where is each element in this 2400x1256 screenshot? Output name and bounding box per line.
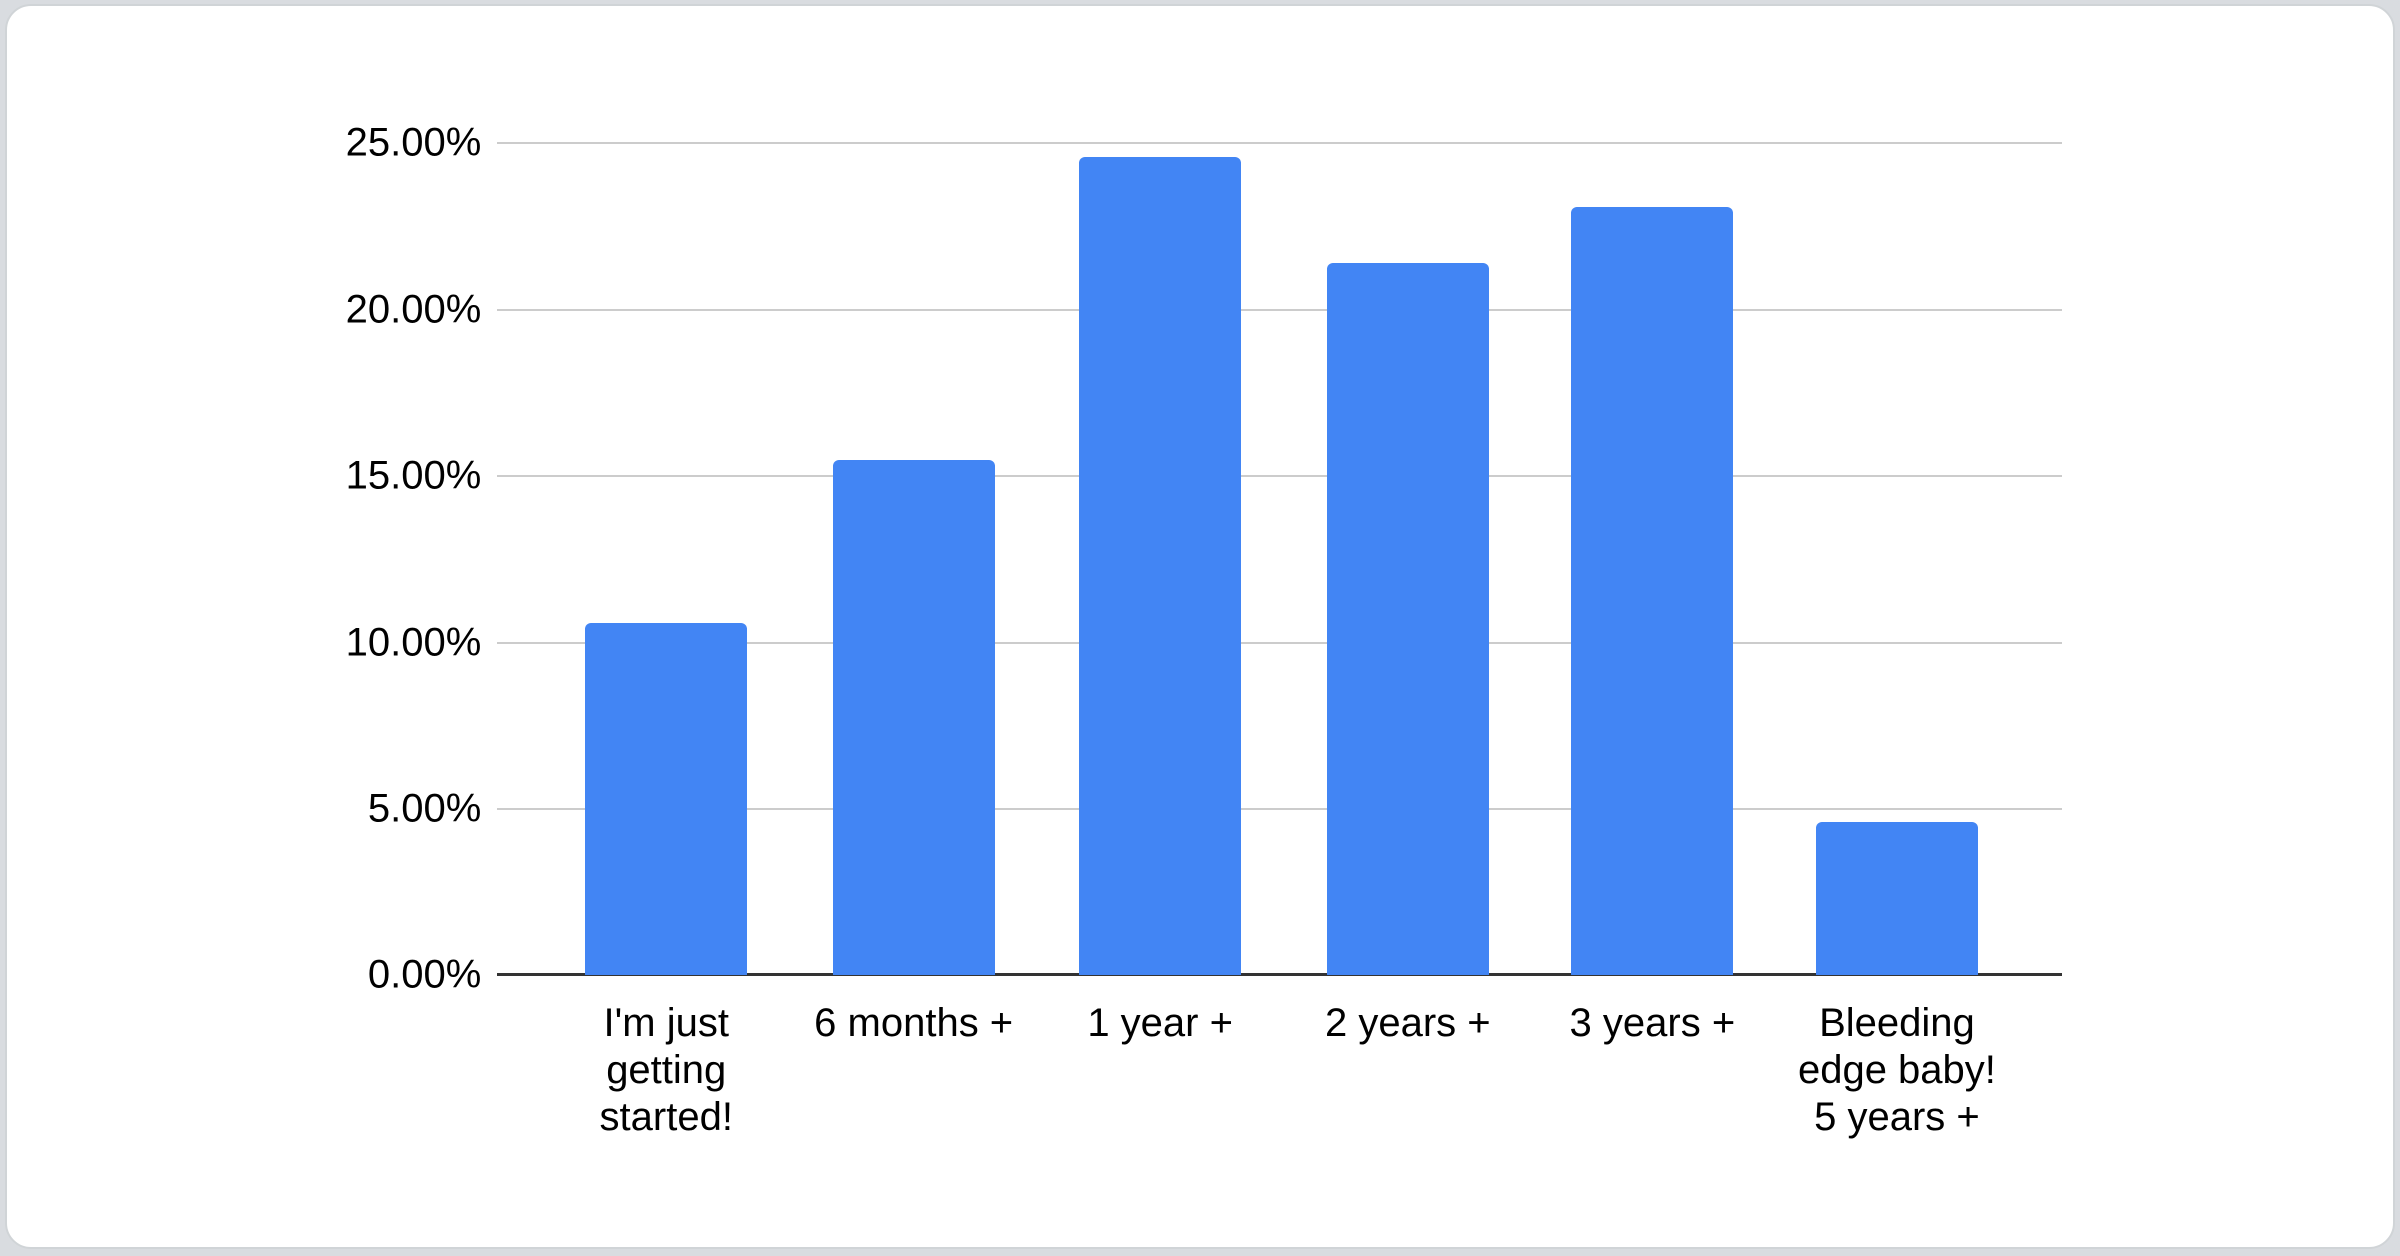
y-tick-label: 10.00% (345, 620, 482, 664)
bar[interactable] (1326, 263, 1489, 976)
x-category-label-line: Bleeding (1819, 1001, 1975, 1046)
chart-card: 25.00% 20.00% 15.00% 10.00% 5.00% 0.00% I'm j… (5, 4, 2395, 1249)
plot-area (497, 142, 2062, 977)
x-category-label-line: getting (606, 1048, 727, 1093)
x-category-label: 1 year + (1087, 1000, 1233, 1047)
x-category-label: 3 years + (1570, 1000, 1736, 1047)
x-category-label: 2 years + (1325, 1000, 1491, 1047)
x-category-label-line: started! (599, 1095, 733, 1140)
x-category-label: I'm just getting started! (600, 1000, 733, 1141)
x-axis-line (497, 973, 2062, 977)
gridline (497, 308, 2062, 311)
x-category-label: 6 months + (814, 1000, 1013, 1047)
y-tick-label: 20.00% (345, 287, 482, 332)
y-tick-label: 25.00% (345, 120, 482, 165)
x-category-label-line: edge baby! (1797, 1048, 1996, 1093)
x-category-label-line: 1 year + (1087, 1001, 1233, 1046)
x-category-label-line: 6 months + (814, 1001, 1014, 1046)
x-category-label-line: I'm just (603, 1001, 729, 1046)
gridline (497, 142, 2062, 145)
bar[interactable] (832, 459, 995, 976)
gridline (497, 807, 2062, 810)
y-tick-label: 0.00% (367, 952, 482, 997)
x-category-label-line: 3 years + (1569, 1001, 1736, 1046)
x-category-label-line: 5 years + (1814, 1095, 1980, 1140)
x-category-label: Bleeding edge baby! 5 years + (1798, 1000, 1996, 1141)
bar[interactable] (1571, 206, 1734, 976)
bar[interactable] (1079, 156, 1242, 976)
bar[interactable] (1815, 822, 1978, 976)
x-category-label-line: 2 years + (1324, 1001, 1491, 1046)
y-tick-label: 15.00% (345, 453, 482, 498)
bar-chart: 25.00% 20.00% 15.00% 10.00% 5.00% 0.00% I'm j… (7, 6, 2393, 1247)
bar[interactable] (585, 622, 748, 976)
gridline (497, 641, 2062, 644)
y-tick-label: 5.00% (367, 786, 482, 831)
gridline (497, 475, 2062, 478)
